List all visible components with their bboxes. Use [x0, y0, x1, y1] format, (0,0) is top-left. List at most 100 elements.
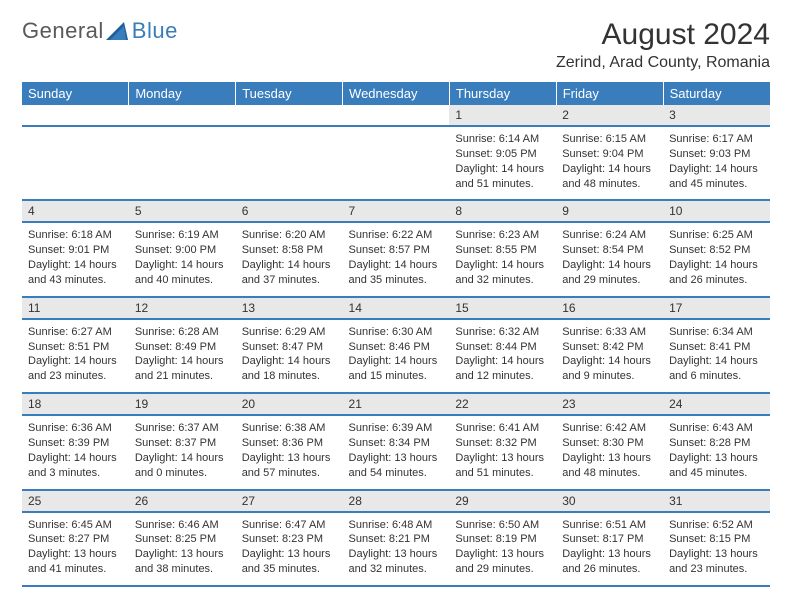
sunrise-text: Sunrise: 6:15 AM — [562, 132, 657, 147]
day-number-cell: 13 — [236, 297, 343, 319]
sunrise-text: Sunrise: 6:50 AM — [455, 518, 550, 533]
sunset-text: Sunset: 8:57 PM — [349, 243, 444, 258]
sunrise-text: Sunrise: 6:28 AM — [135, 325, 230, 340]
sunset-text: Sunset: 8:52 PM — [669, 243, 764, 258]
sunrise-text: Sunrise: 6:45 AM — [28, 518, 123, 533]
sunset-text: Sunset: 9:04 PM — [562, 147, 657, 162]
logo-text-general: General — [22, 18, 104, 44]
day-detail-cell: Sunrise: 6:43 AMSunset: 8:28 PMDaylight:… — [663, 415, 770, 489]
sunrise-text: Sunrise: 6:42 AM — [562, 421, 657, 436]
daylight-text: Daylight: 13 hours and 26 minutes. — [562, 547, 657, 577]
day-number-cell: 4 — [22, 200, 129, 222]
day-number-cell: 23 — [556, 393, 663, 415]
day-number-cell: 27 — [236, 490, 343, 512]
sunset-text: Sunset: 9:00 PM — [135, 243, 230, 258]
sunrise-text: Sunrise: 6:20 AM — [242, 228, 337, 243]
day-number-cell: 12 — [129, 297, 236, 319]
daylight-text: Daylight: 13 hours and 45 minutes. — [669, 451, 764, 481]
day-number-row: 18192021222324 — [22, 393, 770, 415]
sunset-text: Sunset: 8:55 PM — [455, 243, 550, 258]
daylight-text: Daylight: 14 hours and 43 minutes. — [28, 258, 123, 288]
day-number-cell: 11 — [22, 297, 129, 319]
sunrise-text: Sunrise: 6:25 AM — [669, 228, 764, 243]
daylight-text: Daylight: 14 hours and 3 minutes. — [28, 451, 123, 481]
day-detail-cell: Sunrise: 6:29 AMSunset: 8:47 PMDaylight:… — [236, 319, 343, 393]
day-detail-cell: Sunrise: 6:17 AMSunset: 9:03 PMDaylight:… — [663, 126, 770, 200]
sunrise-text: Sunrise: 6:29 AM — [242, 325, 337, 340]
daylight-text: Daylight: 14 hours and 21 minutes. — [135, 354, 230, 384]
day-detail-row: Sunrise: 6:27 AMSunset: 8:51 PMDaylight:… — [22, 319, 770, 393]
sunrise-text: Sunrise: 6:33 AM — [562, 325, 657, 340]
sunset-text: Sunset: 8:54 PM — [562, 243, 657, 258]
day-number-cell: 7 — [343, 200, 450, 222]
day-number-cell: 31 — [663, 490, 770, 512]
day-detail-cell: Sunrise: 6:34 AMSunset: 8:41 PMDaylight:… — [663, 319, 770, 393]
day-detail-cell: Sunrise: 6:41 AMSunset: 8:32 PMDaylight:… — [449, 415, 556, 489]
day-detail-cell: Sunrise: 6:47 AMSunset: 8:23 PMDaylight:… — [236, 512, 343, 586]
day-detail-cell: Sunrise: 6:18 AMSunset: 9:01 PMDaylight:… — [22, 222, 129, 296]
day-detail-cell: Sunrise: 6:14 AMSunset: 9:05 PMDaylight:… — [449, 126, 556, 200]
sunset-text: Sunset: 8:25 PM — [135, 532, 230, 547]
sunrise-text: Sunrise: 6:47 AM — [242, 518, 337, 533]
weekday-header: Saturday — [663, 82, 770, 105]
daylight-text: Daylight: 13 hours and 32 minutes. — [349, 547, 444, 577]
weekday-header: Wednesday — [343, 82, 450, 105]
day-number-cell: 20 — [236, 393, 343, 415]
day-number-cell: 18 — [22, 393, 129, 415]
month-title: August 2024 — [556, 18, 770, 52]
sunset-text: Sunset: 8:15 PM — [669, 532, 764, 547]
day-number-cell: 2 — [556, 105, 663, 126]
daylight-text: Daylight: 14 hours and 32 minutes. — [455, 258, 550, 288]
day-detail-cell: Sunrise: 6:45 AMSunset: 8:27 PMDaylight:… — [22, 512, 129, 586]
day-detail-cell: Sunrise: 6:33 AMSunset: 8:42 PMDaylight:… — [556, 319, 663, 393]
day-detail-row: Sunrise: 6:14 AMSunset: 9:05 PMDaylight:… — [22, 126, 770, 200]
day-number-cell: 16 — [556, 297, 663, 319]
sunrise-text: Sunrise: 6:23 AM — [455, 228, 550, 243]
daylight-text: Daylight: 13 hours and 41 minutes. — [28, 547, 123, 577]
sunset-text: Sunset: 8:44 PM — [455, 340, 550, 355]
daylight-text: Daylight: 13 hours and 48 minutes. — [562, 451, 657, 481]
logo-text-blue: Blue — [132, 18, 178, 44]
sunrise-text: Sunrise: 6:37 AM — [135, 421, 230, 436]
day-detail-cell: Sunrise: 6:39 AMSunset: 8:34 PMDaylight:… — [343, 415, 450, 489]
sunset-text: Sunset: 8:36 PM — [242, 436, 337, 451]
sunrise-text: Sunrise: 6:41 AM — [455, 421, 550, 436]
day-number-cell: 6 — [236, 200, 343, 222]
daylight-text: Daylight: 14 hours and 12 minutes. — [455, 354, 550, 384]
day-detail-cell: Sunrise: 6:50 AMSunset: 8:19 PMDaylight:… — [449, 512, 556, 586]
day-number-cell: 22 — [449, 393, 556, 415]
daylight-text: Daylight: 13 hours and 57 minutes. — [242, 451, 337, 481]
day-detail-cell: Sunrise: 6:25 AMSunset: 8:52 PMDaylight:… — [663, 222, 770, 296]
day-number-cell: 15 — [449, 297, 556, 319]
weekday-header: Monday — [129, 82, 236, 105]
day-detail-cell — [343, 126, 450, 200]
sunrise-text: Sunrise: 6:18 AM — [28, 228, 123, 243]
weekday-header: Friday — [556, 82, 663, 105]
sunset-text: Sunset: 9:03 PM — [669, 147, 764, 162]
day-number-cell: 1 — [449, 105, 556, 126]
sunrise-text: Sunrise: 6:39 AM — [349, 421, 444, 436]
daylight-text: Daylight: 14 hours and 23 minutes. — [28, 354, 123, 384]
day-number-cell: 8 — [449, 200, 556, 222]
daylight-text: Daylight: 13 hours and 51 minutes. — [455, 451, 550, 481]
sunrise-text: Sunrise: 6:19 AM — [135, 228, 230, 243]
day-detail-cell: Sunrise: 6:27 AMSunset: 8:51 PMDaylight:… — [22, 319, 129, 393]
daylight-text: Daylight: 14 hours and 45 minutes. — [669, 162, 764, 192]
sunrise-text: Sunrise: 6:22 AM — [349, 228, 444, 243]
weekday-header: Sunday — [22, 82, 129, 105]
sunrise-text: Sunrise: 6:34 AM — [669, 325, 764, 340]
day-number-row: 123 — [22, 105, 770, 126]
daylight-text: Daylight: 13 hours and 54 minutes. — [349, 451, 444, 481]
sunset-text: Sunset: 8:58 PM — [242, 243, 337, 258]
daylight-text: Daylight: 13 hours and 29 minutes. — [455, 547, 550, 577]
sunset-text: Sunset: 8:27 PM — [28, 532, 123, 547]
day-number-cell: 19 — [129, 393, 236, 415]
day-detail-cell: Sunrise: 6:32 AMSunset: 8:44 PMDaylight:… — [449, 319, 556, 393]
sunset-text: Sunset: 9:01 PM — [28, 243, 123, 258]
weekday-header-row: SundayMondayTuesdayWednesdayThursdayFrid… — [22, 82, 770, 105]
daylight-text: Daylight: 14 hours and 6 minutes. — [669, 354, 764, 384]
sunrise-text: Sunrise: 6:38 AM — [242, 421, 337, 436]
sunrise-text: Sunrise: 6:46 AM — [135, 518, 230, 533]
day-detail-cell: Sunrise: 6:22 AMSunset: 8:57 PMDaylight:… — [343, 222, 450, 296]
daylight-text: Daylight: 14 hours and 29 minutes. — [562, 258, 657, 288]
